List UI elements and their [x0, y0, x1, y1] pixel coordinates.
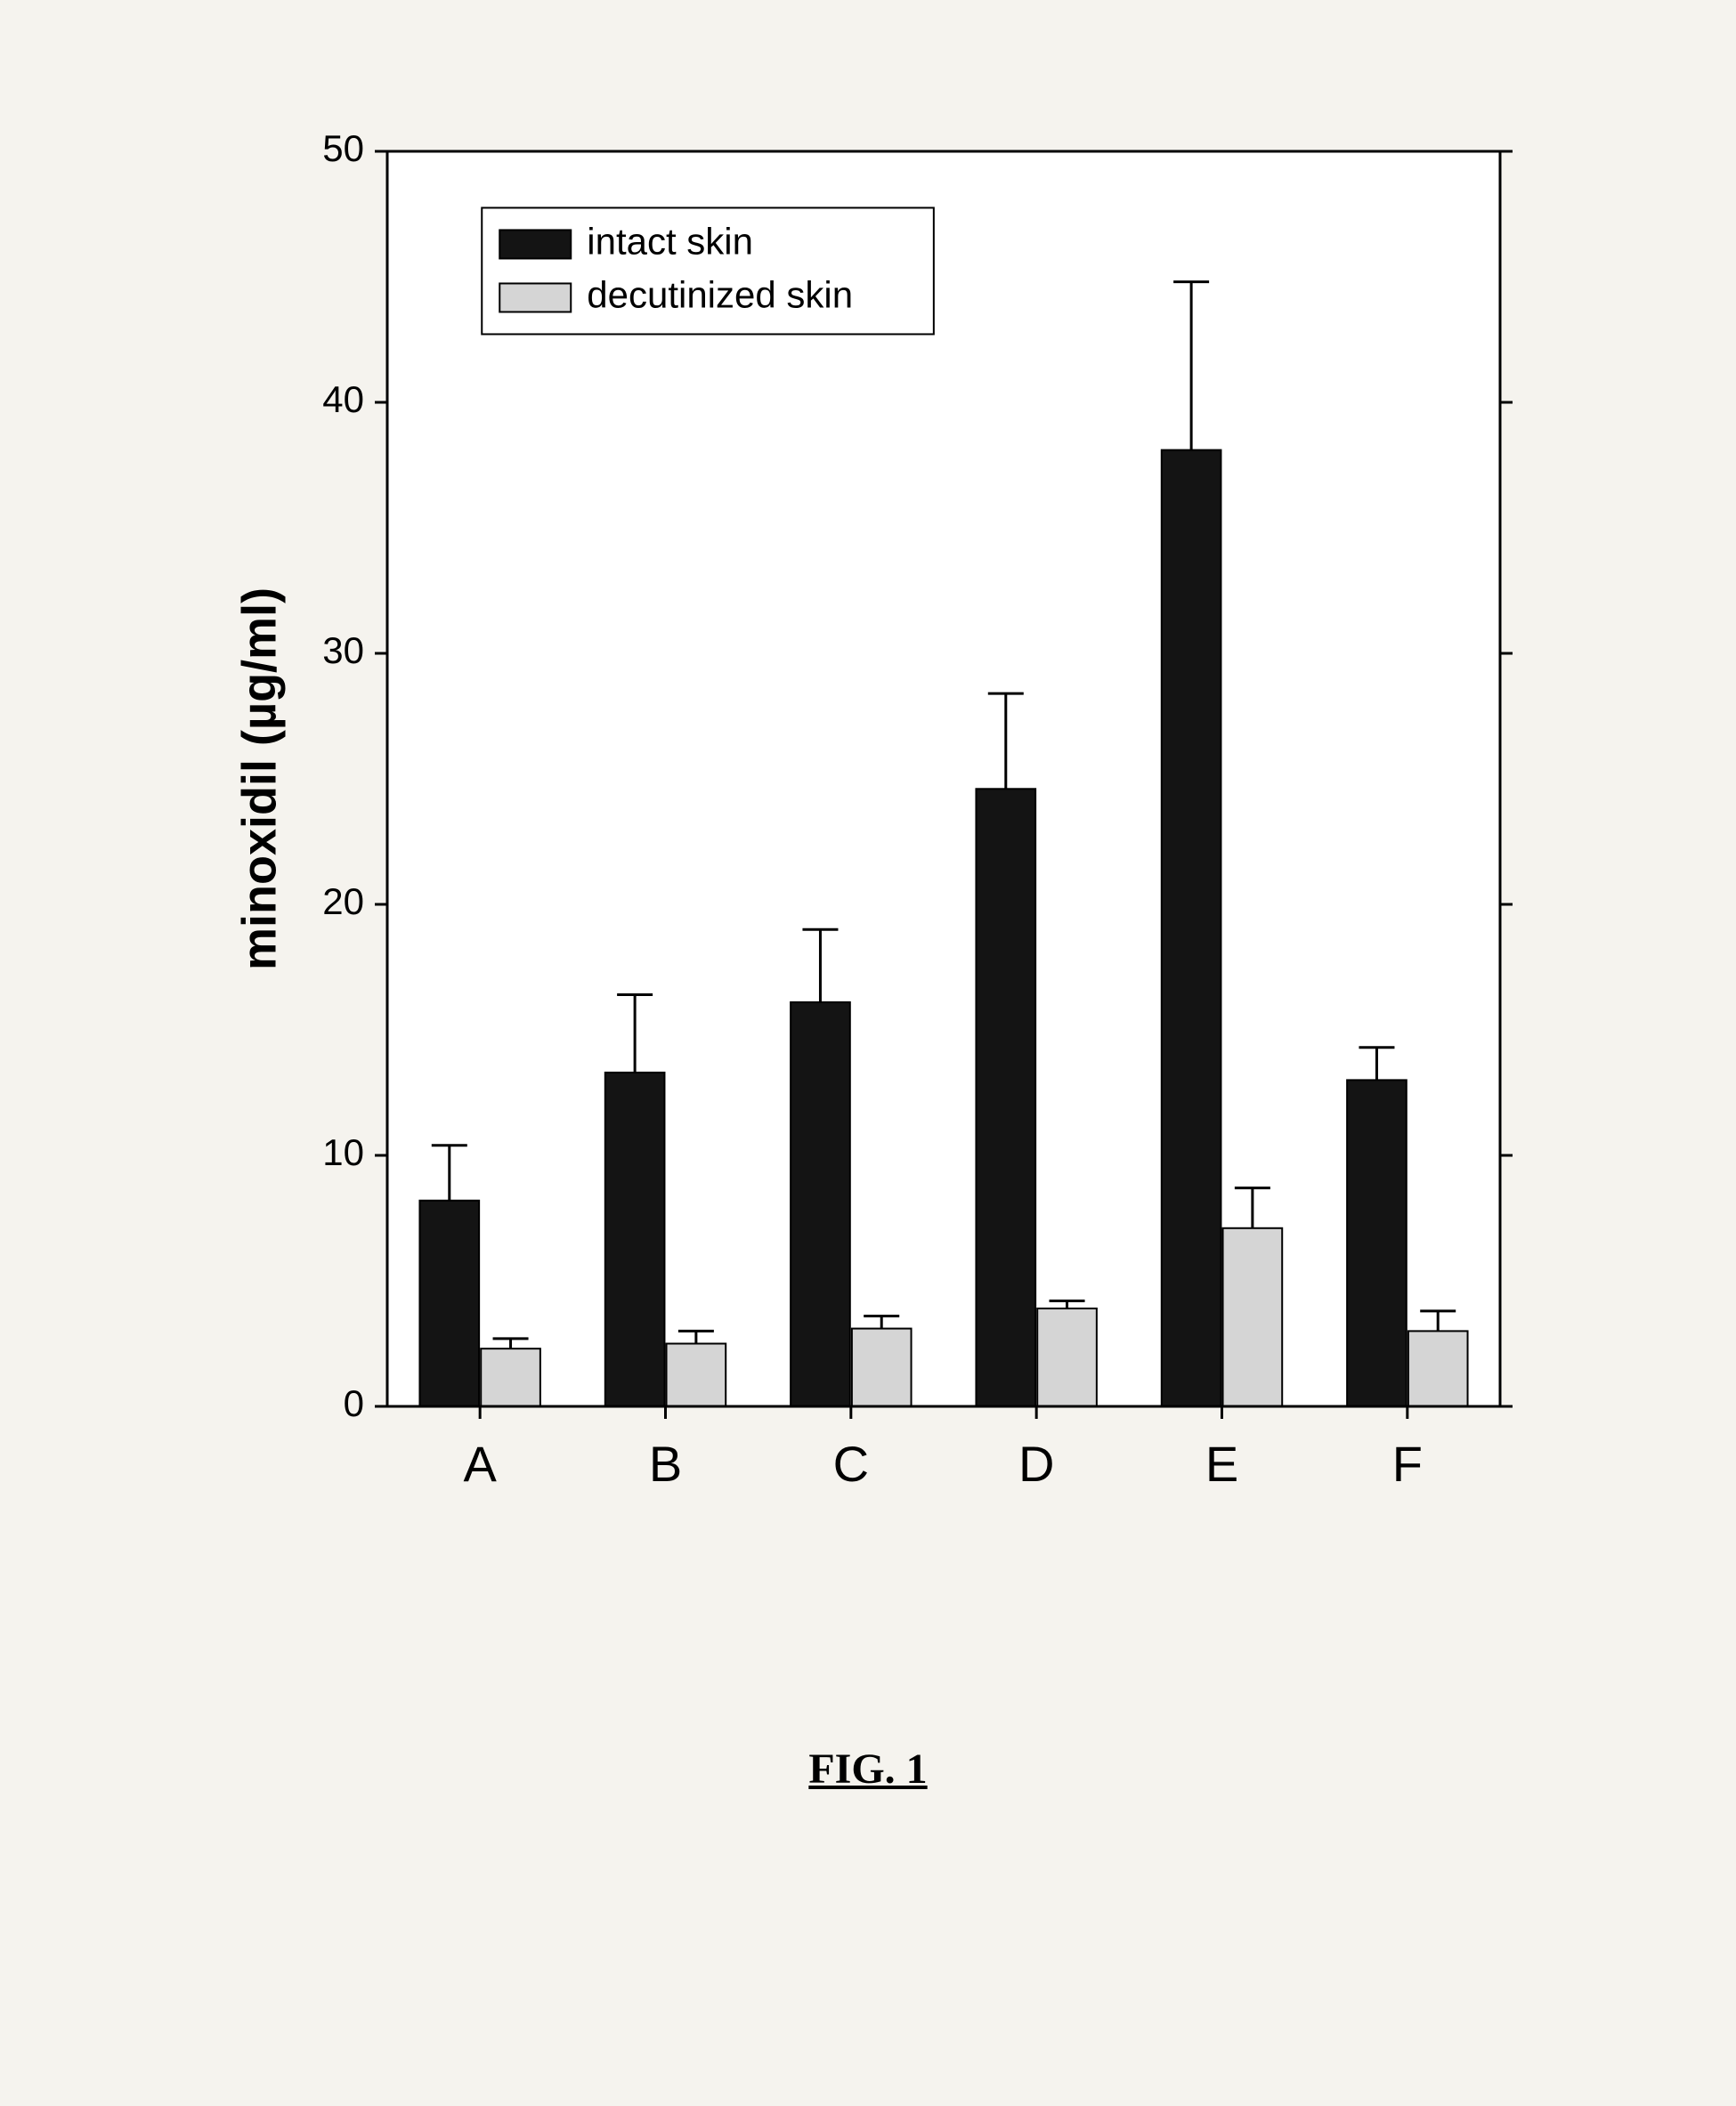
- bar-decut: [481, 1349, 540, 1406]
- x-tick-label: D: [1018, 1436, 1054, 1492]
- bar-chart: 0 10 20 30 40 50 minoxidil (µg/ml) A B C D E Fintact…: [200, 125, 1536, 1549]
- bar-intact: [976, 789, 1035, 1406]
- bar-intact: [419, 1201, 479, 1406]
- legend-label: decutinized skin: [587, 274, 853, 316]
- page: 0 10 20 30 40 50 minoxidil (µg/ml) A B C D E Fintact…: [0, 0, 1736, 2106]
- bar-decut: [1408, 1331, 1468, 1406]
- x-tick-label: C: [833, 1436, 869, 1492]
- y-tick-label: 30: [322, 629, 364, 671]
- y-tick-label: 50: [322, 127, 364, 169]
- x-tick-label: A: [463, 1436, 497, 1492]
- x-tick-label: F: [1392, 1436, 1423, 1492]
- figure-caption: FIG. 1: [0, 1745, 1736, 1794]
- y-tick-label: 10: [322, 1131, 364, 1173]
- bar-decut: [852, 1329, 912, 1406]
- bar-intact: [605, 1073, 665, 1406]
- y-tick-label: 40: [322, 378, 364, 420]
- bar-decut: [1223, 1228, 1283, 1406]
- x-tick-label: E: [1205, 1436, 1238, 1492]
- legend-swatch: [499, 230, 571, 258]
- bar-intact: [1162, 450, 1221, 1406]
- y-tick-label: 0: [344, 1382, 364, 1424]
- bar-decut: [667, 1344, 726, 1407]
- y-tick-label: 20: [322, 880, 364, 922]
- chart-svg: 0 10 20 30 40 50 minoxidil (µg/ml) A B C D E Fintact…: [200, 125, 1536, 1549]
- y-axis-label: minoxidil (µg/ml): [232, 587, 286, 970]
- bar-intact: [1347, 1080, 1407, 1406]
- legend-label: intact skin: [587, 221, 753, 263]
- x-tick-label: B: [649, 1436, 682, 1492]
- bar-intact: [791, 1002, 850, 1406]
- bar-decut: [1037, 1308, 1097, 1406]
- legend-swatch: [499, 283, 571, 312]
